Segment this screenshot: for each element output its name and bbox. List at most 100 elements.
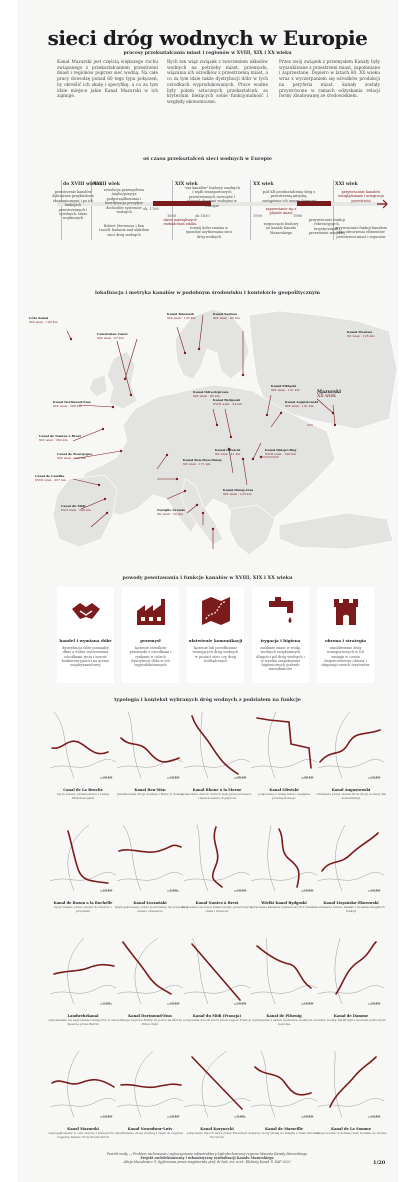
map-canal-label: Kanał Dniepr-Bug XVIII wiek · 196 km (265, 448, 297, 456)
timeline-note: Robert Stevenson i Ken Lunell: badania n… (99, 224, 149, 237)
scale-label: 10 km (371, 775, 381, 779)
scale-label: 10 km (371, 1001, 381, 1005)
canal-description: dostawy wody pitnej do miasta z rzeki Du… (248, 1131, 320, 1135)
timeline-century: do XVIII wieku (63, 182, 102, 187)
canal-name: Kanał de Damme (333, 1014, 369, 1018)
canal-map-thumbnail (183, 824, 251, 892)
map-canal-label: Kanał Dunaj-Cisa XIX wiek · 123 km (223, 488, 254, 496)
canal-typology-card: 20 km Canal de La Bruche łączy tereny prze… (44, 708, 122, 821)
timeline-arrow-icon (377, 199, 388, 209)
scale-label: 10 km (371, 888, 381, 892)
canal-description: połączenie na rzece miast tereny przeciw… (181, 905, 253, 913)
canal-map-thumbnail (49, 711, 117, 779)
canal-name: Kanał Łuczański (133, 901, 167, 905)
timeline-year: 1800 (167, 214, 177, 218)
scale-label: 10 km (304, 1001, 314, 1005)
scale-label: 10 km (237, 1001, 247, 1005)
scale-label: 5 km (170, 888, 178, 892)
timeline-note: zaprzestanie się z planów miast (265, 207, 297, 216)
map-canal-label: Kanał Saimaa XIX wiek · 43 km (213, 312, 240, 320)
map-canal-label: Mazurski XX wiek (317, 390, 341, 399)
canal-map-thumbnail (116, 1050, 184, 1118)
canal-typology-card: 5 km Kanał Łuczański Zaprojektowany przez … (111, 821, 189, 934)
canal-map-thumbnail (183, 1050, 251, 1118)
timeline-axis (57, 202, 387, 206)
canal-description: łączy tereny przemysłowe z rzeką Strasbo… (57, 792, 109, 800)
canal-description: połączenie dwóch mórz przez Przesmyk Kor… (186, 1131, 248, 1139)
canal-map-thumbnail (250, 937, 318, 1005)
map-heading: lokalizacja i metryka kanałów w podobnym… (95, 290, 320, 296)
canal-name: Kanał Ren-Men (134, 788, 166, 792)
timeline-note: pod KR przekształcenia dróg z przestrzen… (262, 190, 316, 203)
faucet-icon (269, 597, 293, 623)
europe-landmass (52, 308, 398, 556)
canal-name: Kanał de Pilsenig (266, 1014, 302, 1018)
map-canal-label: Canal de Nantes à Brest XIX wiek · 364 km (39, 434, 81, 442)
canal-name: Kanał Korynecki (200, 1127, 234, 1131)
canal-name: Kanał Nowodwor-Lwiv (127, 1127, 173, 1131)
canal-description: droga wodna w dolinie rzeki Somma do mor… (315, 1131, 387, 1135)
scale-label: 20 km (304, 775, 314, 779)
intro-column-2: Rych ten wiąż związek z tworzeniem układ… (167, 60, 268, 105)
canal-description: ominięcie przez obszar Prus drogi wodnej… (316, 792, 386, 800)
poster-title: sieci dróg wodnych w Europie (47, 26, 368, 50)
canal-typology-card: 10 km Kanał Augustowski ominięcie przez ob… (312, 708, 390, 821)
canal-name: Kanał Gliwicki (269, 788, 299, 792)
canal-map-thumbnail (317, 824, 385, 892)
canal-description: wydrążenie z zadań systemów wodnych w re… (252, 1018, 316, 1026)
canal-map-thumbnail (250, 1050, 318, 1118)
scale-label: 5 km (237, 1114, 245, 1118)
canal-typology-card: 10 km Kanał de Rozon a la Rochelle łączy m… (44, 821, 122, 934)
functions-row: handel i wymiana dóbr dystrybucja dóbr p… (57, 587, 375, 683)
timeline-note: przywracanie funkcji kanałom jako utworz… (335, 226, 387, 239)
canal-description: wydłużenie drogi wodnej z rzeki do regio… (116, 1131, 184, 1135)
timeline-year: ok.1830 (195, 214, 210, 218)
timeline-note: rozpoczęcie budowy na kanale Kanału Mazu… (263, 222, 299, 235)
map-canal-label: Kanał Moskwa XX wiek · 128 km (347, 330, 375, 338)
map-canal-label: Kanał Telemark XIX wiek · 105 km (167, 312, 196, 320)
footer-line: Powrót wody — Problem zachowania i wykor… (106, 1152, 308, 1156)
map-canal-label: Kanał Bydgoski XVIII wiek · 24 km (213, 398, 243, 406)
function-card: handel i wymiana dóbr dystrybucja dóbr p… (57, 587, 114, 683)
scale-label: 10 km (103, 888, 113, 892)
canal-name: Kanał du Midi (Francja) (192, 1014, 242, 1018)
timeline-note: przestrzenie kanałów dyktowane przykłado… (52, 190, 94, 221)
poster-subtitle: procesy przekształcania miast i regionów… (123, 51, 292, 56)
canal-name: Canal de La Bruche (63, 788, 103, 792)
map-canal-label: Canal de Castilla XVIII wiek · 207 km (35, 474, 67, 482)
scale-label: 2 km (103, 1001, 111, 1005)
typology-heading: typologia i kontekst wybranych dróg wodn… (114, 697, 301, 703)
canal-name: Landwehrkanal (67, 1014, 99, 1018)
timeline-note: okres największych rozbudowań szlaku (163, 218, 197, 227)
map-canal-label: Kanał Gliwicki XX wiek · 41 km (215, 448, 241, 456)
canal-description: połączenie dwóch dużych rzek przez przeł… (181, 792, 253, 800)
scale-label: 10 km (170, 1001, 180, 1005)
canal-typology-card: 2 km Landwehrkanal odpowiadało na zagrożen… (44, 934, 122, 1047)
canal-map-thumbnail (183, 937, 251, 1005)
canal-name: Kanał Rhone à la Marne (192, 788, 242, 792)
canal-map-thumbnail (49, 824, 117, 892)
scale-label: 10 km (103, 1114, 113, 1118)
timeline-year: 1900 (253, 214, 263, 218)
timeline-year: 1980 (293, 214, 303, 218)
canal-description: połączenie z rzeką Odrą i zagłębia przem… (257, 792, 311, 800)
canal-name: Kanał Mazurski (67, 1127, 99, 1131)
timeline-note: przywracanie kanałów uwzględnianie i int… (338, 190, 384, 203)
factory-icon (137, 599, 165, 625)
canal-typology-card: 10 km Kanał Dortmund-Ems obsługa regionu R… (111, 934, 189, 1047)
canal-typology-card: 10 km Kanał Nowodwor-Lwiv wydłużenie drogi… (111, 1047, 189, 1160)
map-canal-label: Canal de Bourgogne XIX wiek · 242 km (57, 452, 93, 460)
canal-typology-card: 10 km Kanał Lisyańsko-Zborowski ominięcie … (312, 821, 390, 934)
canal-name: Kanał Nantes à Brest (195, 901, 239, 905)
canal-name: Wielki Kanał Bydgoski (261, 901, 307, 905)
map-canal-label: Kanał Elbląski XIX wiek · 151 km (271, 384, 300, 392)
canal-description: obsługa regionu Ruhry do portu na Morzu … (117, 1018, 183, 1026)
canal-description: połączenie kanałów systemowych z rzekami (250, 905, 318, 909)
function-card: ułatwienie komunikacji łączenie lub prze… (187, 587, 244, 683)
canal-name: Kanał Lisyańsko-Zborowski (323, 901, 379, 905)
timeline-note: rozwój kolei zmiana w sposobie użytkowan… (185, 226, 233, 239)
scale-label: 20 km (237, 775, 247, 779)
canal-typology-card: 10 km Wielki Kanał Bydgoski połączenie kan… (245, 821, 323, 934)
canal-map-thumbnail (317, 711, 385, 779)
timeline-heading: oś czasu przekształceń sieci wodnych w E… (143, 156, 272, 162)
